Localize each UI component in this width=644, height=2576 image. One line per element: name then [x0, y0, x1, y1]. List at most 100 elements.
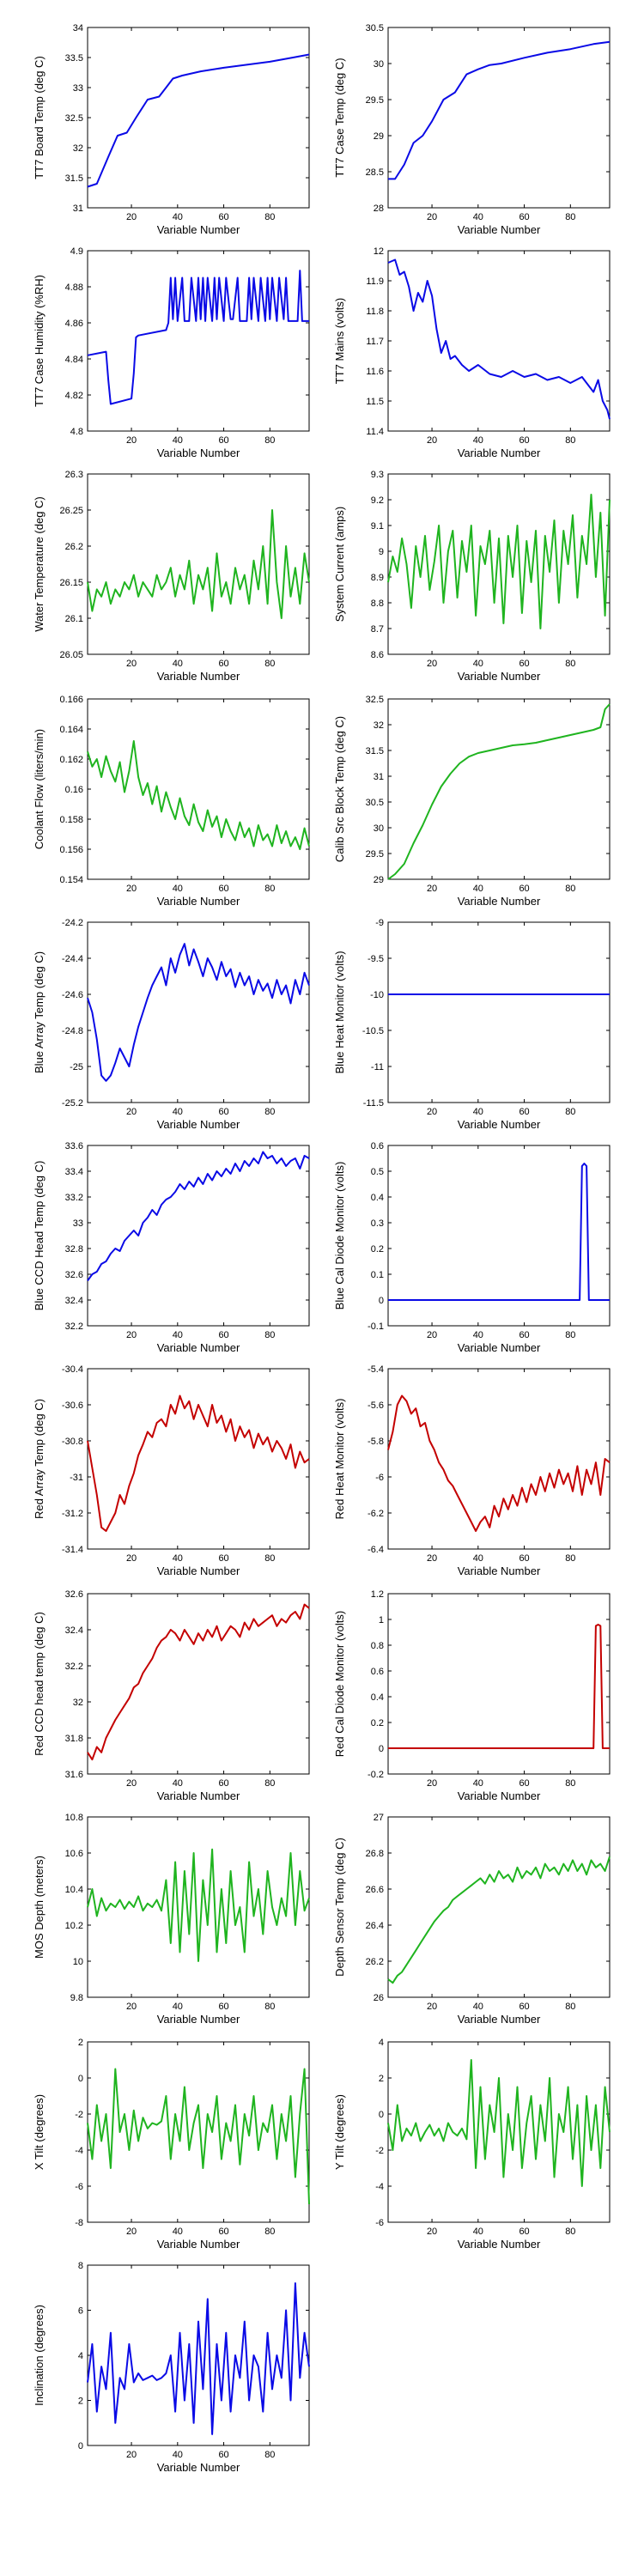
y-tick-label: 0.2 — [371, 1244, 384, 1255]
y-tick-label: 8.7 — [371, 624, 384, 635]
x-tick-label: 80 — [264, 2002, 275, 2012]
subplot-14: 20 40 60 80 -6.4 -6.2 -6 -5.8 -5.6 -5.4 Variable N… — [333, 1364, 611, 1577]
y-tick-label: 0.6 — [371, 1667, 384, 1677]
plot-area — [87, 473, 310, 655]
x-tick-label: 60 — [218, 1553, 228, 1564]
x-tick-label: 20 — [126, 1107, 137, 1117]
y-tick-label: -6 — [375, 2218, 384, 2228]
y-tick-label: -25 — [70, 1062, 83, 1072]
x-tick-label: 20 — [427, 1330, 437, 1340]
series-line — [87, 1151, 310, 1282]
subplot-21: 20 40 60 80 0 2 4 6 8 Variable Number Inclination … — [33, 2261, 310, 2474]
x-tick-label: 20 — [126, 659, 137, 669]
y-tick-label: 11.7 — [366, 337, 384, 347]
x-tick-label: 20 — [427, 884, 437, 894]
x-tick-label: 60 — [218, 2450, 228, 2460]
y-tick-label: 27 — [374, 1813, 384, 1823]
plot-area — [87, 698, 310, 880]
x-tick-label: 80 — [565, 212, 575, 222]
y-tick-label: 30.5 — [366, 798, 384, 808]
x-tick-label: 60 — [218, 435, 228, 446]
y-tick-label: 29 — [374, 131, 384, 142]
x-tick-label: 40 — [173, 884, 183, 894]
x-tick-label: 60 — [218, 1107, 228, 1117]
y-tick-label: -5.4 — [368, 1364, 384, 1375]
x-tick-label: 20 — [126, 884, 137, 894]
x-tick-label: 80 — [565, 2002, 575, 2012]
y-tick-label: 4.84 — [65, 355, 83, 365]
x-axis-label: Variable Number — [157, 1118, 240, 1131]
y-tick-label: 30.5 — [366, 23, 384, 33]
x-tick-label: 60 — [218, 1778, 228, 1789]
subplot-8: 20 40 60 80 29 29.5 30 30.5 31 31.5 32 32.5 Variable… — [333, 695, 611, 908]
subplot-20: 20 40 60 80 -6 -4 -2 0 2 4 Variable Number Y Tilt (… — [333, 2038, 611, 2251]
x-axis-label: Variable Number — [458, 447, 541, 459]
x-tick-label: 80 — [565, 884, 575, 894]
y-tick-label: 32.2 — [65, 1662, 83, 1672]
y-tick-label: -8 — [75, 2218, 83, 2228]
y-tick-label: 0.4 — [371, 1692, 384, 1703]
y-tick-label: 26 — [374, 1993, 384, 2003]
x-axis-label: Variable Number — [458, 1789, 541, 1802]
x-tick-label: 60 — [218, 1330, 228, 1340]
y-tick-label: -30.6 — [62, 1400, 83, 1411]
y-tick-label: 30 — [374, 59, 384, 70]
plot-area — [387, 1145, 611, 1327]
x-tick-label: 60 — [519, 884, 529, 894]
y-tick-label: 4.9 — [70, 246, 83, 257]
y-tick-label: 33.5 — [65, 53, 83, 64]
y-tick-label: 0 — [78, 2074, 83, 2084]
y-tick-label: -31 — [70, 1473, 83, 1483]
y-tick-label: 4.88 — [65, 283, 83, 293]
plot-area — [87, 1816, 310, 1998]
y-tick-label: 0.154 — [59, 875, 83, 885]
x-tick-label: 40 — [473, 1330, 483, 1340]
x-tick-label: 80 — [565, 435, 575, 446]
y-tick-label: -5.6 — [368, 1400, 384, 1411]
subplot-1: 20 40 60 80 31 31.5 32 32.5 33 33.5 34 Variable Num… — [33, 23, 310, 236]
subplot-3: 20 40 60 80 4.8 4.82 4.84 4.86 4.88 4.9 Variable N… — [33, 246, 310, 459]
y-tick-label: 33.6 — [65, 1141, 83, 1151]
plot-area — [387, 250, 611, 432]
y-tick-label: 33.2 — [65, 1193, 83, 1203]
x-tick-label: 40 — [173, 212, 183, 222]
y-axis-label: TT7 Case Temp (deg C) — [333, 58, 346, 177]
x-tick-label: 40 — [473, 659, 483, 669]
x-tick-label: 80 — [264, 212, 275, 222]
y-axis-label: Blue Array Temp (deg C) — [33, 951, 46, 1073]
x-tick-label: 20 — [126, 1553, 137, 1564]
x-tick-label: 20 — [427, 212, 437, 222]
y-tick-label: 32.6 — [65, 1589, 83, 1600]
x-tick-label: 80 — [264, 884, 275, 894]
y-axis-label: Red Array Temp (deg C) — [33, 1399, 46, 1519]
subplot-5: 20 40 60 80 26.05 26.1 26.15 26.2 26.25 26.3 Varia… — [33, 470, 310, 683]
subplot-6: 20 40 60 80 8.6 8.7 8.8 8.9 9 9.1 9.2 9.3 Variable N… — [333, 470, 611, 683]
y-tick-label: -0.2 — [368, 1770, 384, 1780]
x-tick-label: 80 — [264, 1330, 275, 1340]
x-tick-label: 60 — [218, 212, 228, 222]
x-tick-label: 80 — [565, 1330, 575, 1340]
y-tick-label: 26.2 — [366, 1957, 384, 1967]
subplot-13: 20 40 60 80 -31.4 -31.2 -31 -30.8 -30.6 -30.4 Vari… — [33, 1364, 310, 1577]
x-tick-label: 40 — [473, 2002, 483, 2012]
x-tick-label: 40 — [173, 2227, 183, 2237]
series-line — [388, 40, 611, 180]
y-tick-label: 26.3 — [65, 470, 83, 480]
y-tick-label: 28 — [374, 204, 384, 214]
series-line — [387, 1856, 611, 1984]
series-line — [87, 2282, 310, 2435]
series-line — [87, 53, 310, 188]
y-tick-label: 2 — [379, 2074, 384, 2084]
x-tick-label: 80 — [264, 1778, 275, 1789]
x-tick-label: 80 — [264, 1107, 275, 1117]
y-tick-label: -24.6 — [62, 990, 83, 1000]
y-tick-label: 29.5 — [366, 95, 384, 106]
y-tick-label: 11.9 — [366, 276, 384, 287]
series-line — [87, 1394, 310, 1532]
x-axis-label: Variable Number — [458, 670, 541, 683]
y-tick-label: 0.166 — [59, 695, 83, 705]
subplot-16: 20 40 60 80 -0.2 0 0.2 0.4 0.6 0.8 1 1.2 Variable Nu… — [333, 1589, 611, 1802]
y-tick-label: 8.6 — [371, 650, 384, 660]
x-axis-label: Variable Number — [458, 2013, 541, 2026]
